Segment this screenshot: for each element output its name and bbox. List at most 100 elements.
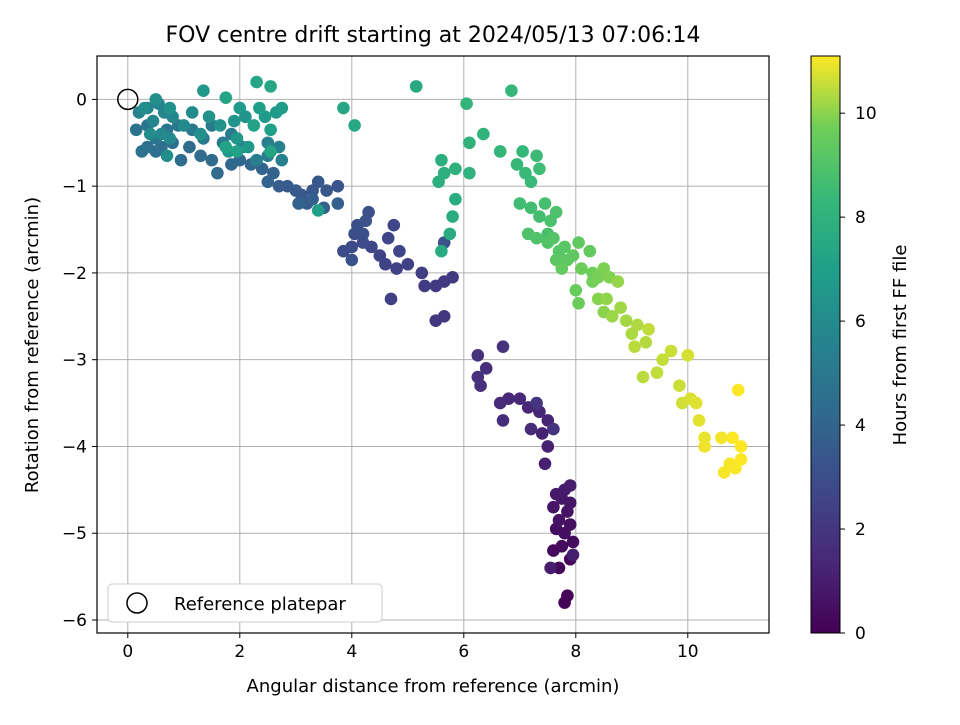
- scatter-point: [569, 283, 583, 297]
- scatter-point: [227, 114, 241, 128]
- scatter-point: [639, 336, 653, 349]
- scatter-point: [253, 101, 266, 115]
- y-tick-label: 0: [76, 90, 87, 110]
- scatter-point: [356, 227, 370, 241]
- scatter-point: [530, 396, 543, 410]
- scatter-point: [163, 101, 177, 115]
- scatter-point: [219, 91, 233, 104]
- scatter-point: [205, 153, 219, 167]
- scatter-point: [381, 231, 395, 245]
- x-tick-label: 10: [677, 642, 699, 662]
- scatter-point: [463, 136, 476, 150]
- scatter-point: [681, 349, 695, 362]
- scatter-point: [538, 457, 552, 471]
- y-tick-label: −1: [62, 177, 87, 197]
- scatter-point: [552, 513, 566, 527]
- scatter-point: [337, 101, 350, 115]
- plot-frame: [96, 55, 770, 634]
- y-tick-label: −6: [62, 611, 87, 631]
- scatter-point: [272, 179, 286, 193]
- scatter-point: [135, 145, 149, 158]
- scatter-point: [331, 179, 345, 193]
- scatter-point: [513, 197, 527, 210]
- scatter-point: [241, 140, 255, 154]
- legend-box: [107, 583, 383, 623]
- scatter-point: [138, 101, 151, 115]
- scatter-point: [247, 119, 261, 132]
- scatter-point: [505, 84, 518, 98]
- scatter-point: [689, 396, 703, 410]
- scatter-point: [575, 262, 588, 275]
- scatter-point: [387, 218, 401, 232]
- scatter-point: [183, 140, 196, 154]
- scatter-point: [320, 184, 333, 197]
- scatter-point: [650, 366, 664, 379]
- scatter-point: [572, 236, 585, 249]
- scatter-point: [219, 140, 233, 154]
- scatter-point: [516, 145, 529, 158]
- y-tick-label: −2: [62, 264, 87, 284]
- scatter-point: [194, 127, 207, 141]
- scatter-point: [605, 310, 619, 323]
- scatter-point: [471, 349, 485, 362]
- scatter-point: [356, 236, 370, 249]
- scatter-point: [493, 396, 507, 410]
- scatter-point: [734, 453, 748, 466]
- y-tick-label: −5: [62, 524, 87, 544]
- scatter-point: [524, 201, 538, 215]
- scatter-point: [149, 93, 163, 106]
- scatter-points: [129, 75, 748, 609]
- scatter-point: [698, 431, 711, 445]
- y-axis-label: Rotation from reference (arcmin): [22, 197, 43, 493]
- x-tick-label: 6: [458, 642, 469, 662]
- scatter-point: [673, 379, 686, 393]
- scatter-point: [345, 253, 359, 267]
- scatter-point: [261, 175, 275, 189]
- scatter-point: [561, 589, 574, 602]
- colorbar-tick-label: 2: [855, 520, 866, 540]
- scatter-point: [415, 266, 429, 280]
- scatter-point: [435, 153, 448, 167]
- colorbar-gradient: [810, 55, 841, 634]
- colorbar-tick-label: 6: [855, 312, 866, 332]
- scatter-point: [572, 296, 585, 310]
- colorbar-tick-label: 4: [855, 416, 866, 436]
- scatter-point: [197, 84, 210, 98]
- scatter-point: [446, 210, 459, 223]
- scatter-point: [547, 231, 560, 245]
- scatter-point: [435, 244, 448, 258]
- colorbar-ticks: 0 2 4 6 8 10: [840, 104, 877, 644]
- x-axis-label: Angular distance from reference (arcmin): [247, 676, 620, 697]
- x-tick-label: 4: [346, 642, 357, 662]
- scatter-point: [460, 97, 473, 111]
- scatter-point: [566, 249, 580, 262]
- scatter-point: [250, 153, 263, 167]
- scatter-point: [129, 123, 143, 137]
- scatter-point: [390, 262, 403, 275]
- scatter-point: [264, 123, 277, 137]
- scatter-point: [583, 244, 597, 258]
- scatter-point: [628, 340, 641, 353]
- scatter-point: [275, 153, 289, 167]
- colorbar: 0 2 4 6 8 10 Hours from first FF file: [810, 55, 911, 644]
- scatter-point: [510, 158, 524, 171]
- scatter-point: [614, 301, 627, 314]
- scatter-point: [558, 240, 571, 254]
- scatter-point: [211, 166, 224, 180]
- scatter-point: [715, 431, 728, 445]
- scatter-point: [449, 192, 462, 206]
- scatter-point: [664, 344, 678, 358]
- y-tick-label: −3: [62, 351, 87, 371]
- scatter-point: [544, 561, 557, 575]
- scatter-point: [541, 440, 555, 453]
- scatter-point: [443, 227, 457, 241]
- scatter-point: [726, 431, 739, 445]
- scatter-point: [600, 292, 613, 306]
- scatter-point: [160, 149, 174, 163]
- x-tick-label: 8: [570, 642, 581, 662]
- scatter-point: [348, 119, 361, 132]
- scatter-point: [549, 205, 563, 219]
- scatter-point: [146, 114, 160, 128]
- scatter-point: [225, 158, 238, 171]
